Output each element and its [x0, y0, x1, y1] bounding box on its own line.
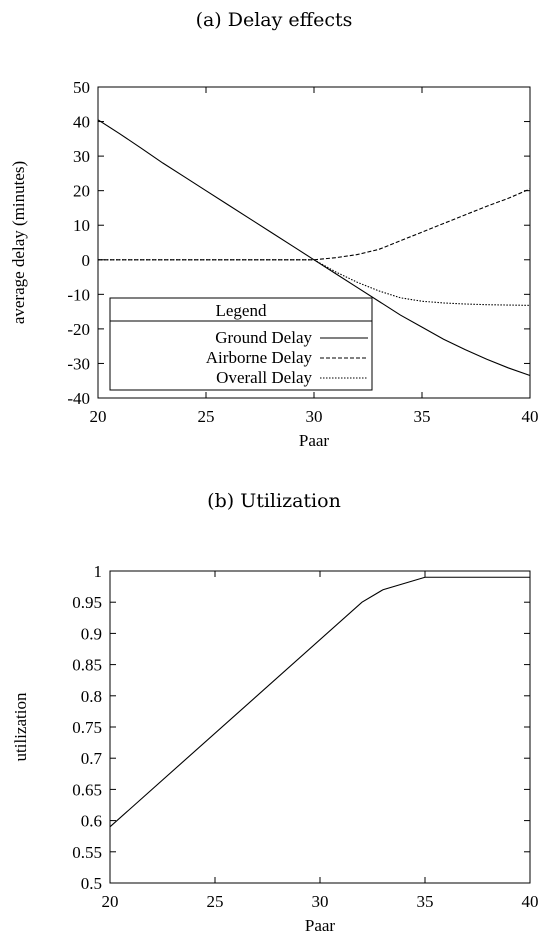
y-axis-label: average delay (minutes)	[9, 161, 28, 324]
legend-entry-label: Overall Delay	[216, 368, 312, 387]
x-tick-label: 25	[198, 407, 215, 426]
x-tick-label: 20	[90, 407, 107, 426]
y-tick-label: 30	[73, 147, 90, 166]
legend-box	[109, 297, 373, 391]
chart-utilization: 20 25 30 35 40 0.5 0.55 0.6 0.65 0.7 0.75 0.8 0.85 0.…	[11, 562, 539, 935]
plot-frame	[109, 570, 531, 884]
caption-delay-effects: (a) Delay effects	[196, 9, 353, 31]
x-tick-label: 40	[522, 892, 539, 911]
chart-delay-effects: 20 25 30 35 40 -40 -30 -20 -10 0 10 20 30 40 50 Paar ave…	[9, 78, 539, 450]
x-tick-label: 35	[414, 407, 431, 426]
y-tick-label: -20	[67, 320, 90, 339]
y-tick-label: 0.6	[81, 812, 102, 831]
x-tick-label: 20	[102, 892, 119, 911]
legend-entry-label: Airborne Delay	[206, 348, 313, 367]
y-tick-label: 0.9	[81, 624, 102, 643]
x-tick-label: 30	[312, 892, 329, 911]
y-tick-label: 20	[73, 182, 90, 201]
caption-utilization: (b) Utilization	[207, 490, 341, 512]
legend-entry-label: Ground Delay	[215, 328, 312, 347]
y-tick-label: -30	[67, 354, 90, 373]
x-tick-label: 40	[522, 407, 539, 426]
series-line-overall-delay	[98, 259, 531, 306]
x-tick-label: 30	[306, 407, 323, 426]
y-tick-label: 0.95	[72, 593, 102, 612]
y-tick-label: 0.5	[81, 874, 102, 893]
y-tick-label: 0.65	[72, 780, 102, 799]
y-tick-label: 0.85	[72, 656, 102, 675]
y-tick-label: 0.8	[81, 687, 102, 706]
y-tick-label: 10	[73, 216, 90, 235]
x-tick-label: 25	[207, 892, 224, 911]
legend-title: Legend	[216, 301, 267, 320]
y-axis-label: utilization	[11, 692, 30, 761]
x-axis-label: Paar	[299, 431, 330, 450]
x-axis-label: Paar	[305, 916, 336, 935]
y-tick-label: 0.7	[81, 749, 103, 768]
y-tick-label: 0.75	[72, 718, 102, 737]
y-tick-label: -40	[67, 389, 90, 408]
series-line-0	[109, 576, 530, 828]
y-tick-label: -10	[67, 285, 90, 304]
x-tick-label: 35	[417, 892, 434, 911]
y-tick-label: 1	[94, 562, 103, 581]
y-tick-label: 40	[73, 113, 90, 132]
y-tick-label: 0	[82, 251, 91, 270]
y-tick-label: 50	[73, 78, 90, 97]
series-line-airborne-delay	[98, 188, 531, 261]
y-tick-label: 0.55	[72, 843, 102, 862]
